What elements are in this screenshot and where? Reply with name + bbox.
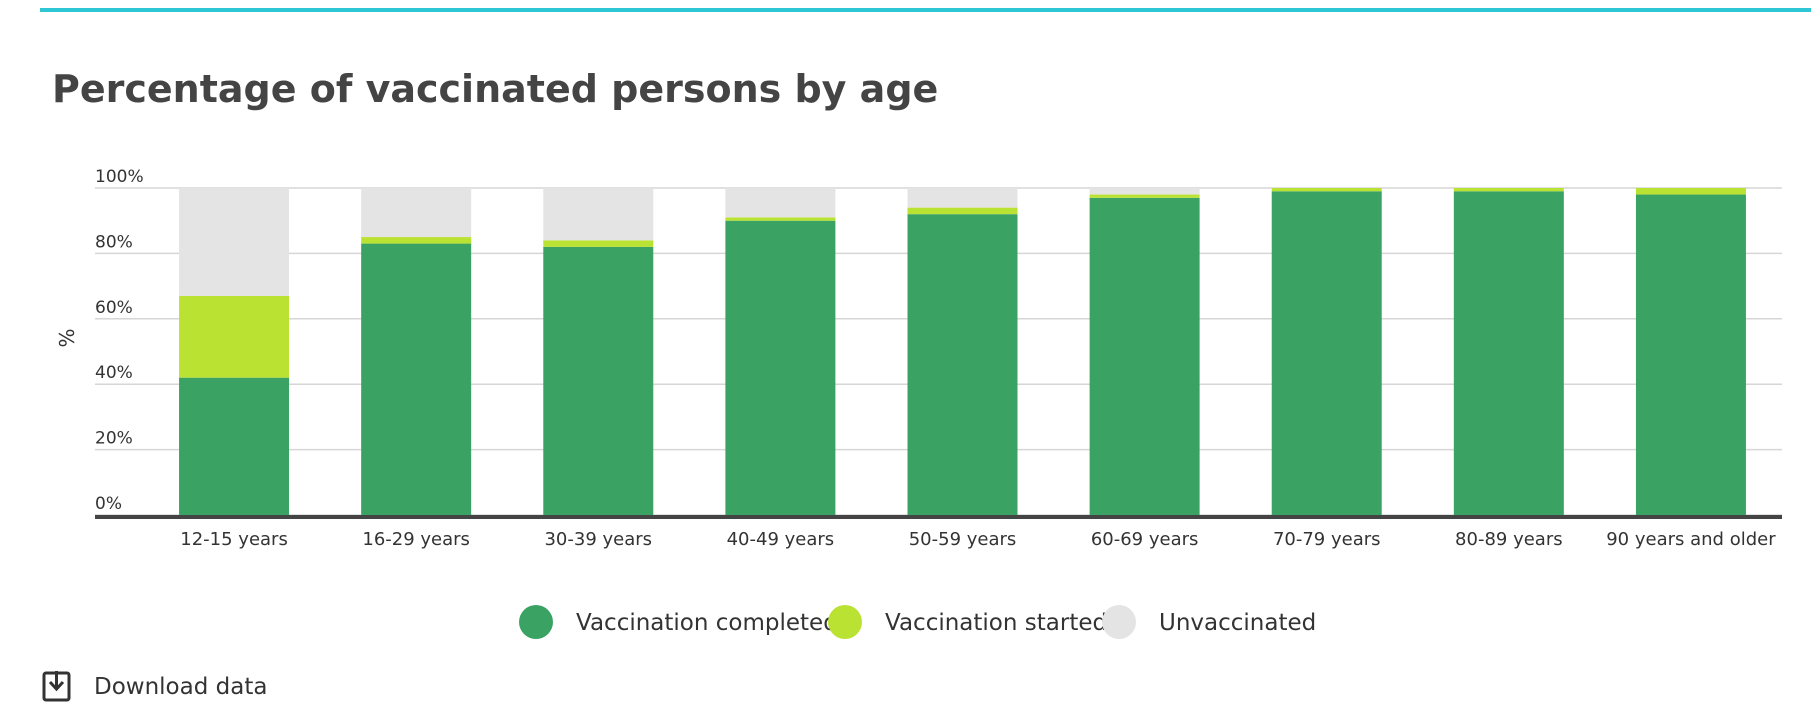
y-tick-label: 0% [95, 494, 122, 514]
bar-segment [907, 207, 1018, 215]
bar-segment [1089, 188, 1200, 195]
bar-segment [361, 243, 472, 515]
x-tick-label: 60-69 years [1091, 529, 1199, 550]
legend-marker[interactable] [1102, 605, 1136, 639]
y-tick-label: 60% [95, 298, 133, 318]
download-link[interactable]: Download data [94, 674, 267, 700]
y-tick-label: 20% [95, 429, 133, 449]
bar-segment [179, 295, 290, 378]
y-tick-label: 40% [95, 363, 133, 383]
bar-segment [907, 214, 1018, 515]
bar-segment [907, 188, 1018, 208]
x-tick-label: 12-15 years [180, 529, 288, 550]
bar-segment [1635, 194, 1746, 516]
x-tick-label: 30-39 years [544, 529, 652, 550]
bar-segment [361, 188, 472, 238]
bar-segment [543, 246, 654, 516]
bar-segment [725, 220, 836, 515]
y-tick-label: 100% [95, 167, 144, 187]
x-tick-label: 50-59 years [909, 529, 1017, 550]
x-tick-label: 70-79 years [1273, 529, 1381, 550]
x-tick-label: 16-29 years [362, 529, 470, 550]
download[interactable]: Download data [42, 671, 267, 702]
bar-segment [361, 237, 472, 244]
legend-label[interactable]: Unvaccinated [1159, 610, 1316, 636]
bar-segment [543, 240, 654, 247]
bar-segment [725, 217, 836, 221]
x-tick-label: 40-49 years [727, 529, 835, 550]
bar-segment [1453, 191, 1564, 515]
bar-segment [179, 188, 290, 296]
legend-label[interactable]: Vaccination started [885, 610, 1107, 636]
x-tick-label: 80-89 years [1455, 529, 1563, 550]
bar-segment [1089, 194, 1200, 198]
x-tick-label: 90 years and older [1606, 529, 1776, 550]
bar-segment [1635, 188, 1746, 195]
bar-segment [1089, 197, 1200, 515]
legend-marker[interactable] [828, 605, 862, 639]
legend-label[interactable]: Vaccination completed [576, 610, 838, 636]
bar-segment [1271, 188, 1382, 192]
y-tick-label: 80% [95, 232, 133, 252]
bar-segment [725, 188, 836, 218]
bar-segment [1271, 191, 1382, 515]
download-arrow[interactable] [48, 671, 65, 692]
bar-segment [1453, 188, 1564, 192]
bar-segment [179, 377, 290, 515]
bar-segment [543, 188, 654, 241]
chart-title: Percentage of vaccinated persons by age [52, 67, 938, 111]
legend-marker[interactable] [519, 605, 553, 639]
y-axis-label: % [55, 328, 79, 347]
